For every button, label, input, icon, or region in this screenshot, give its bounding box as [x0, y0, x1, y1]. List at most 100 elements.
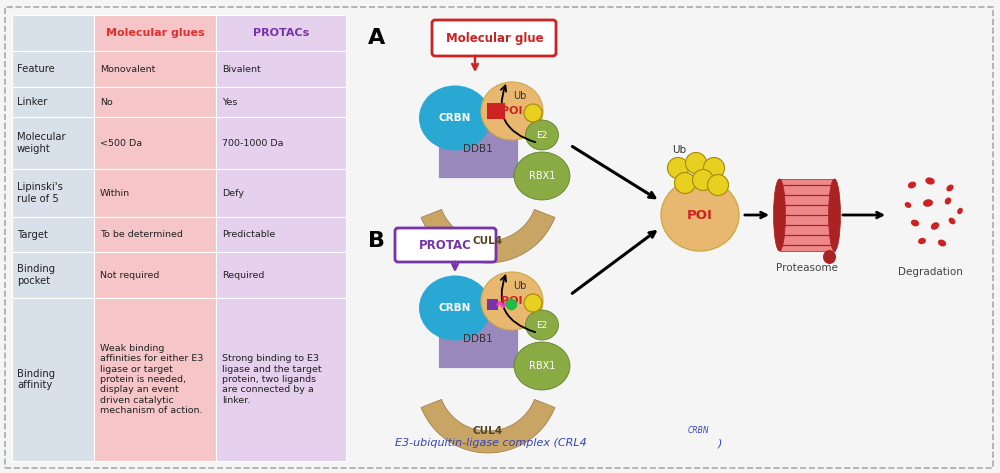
Circle shape: [692, 169, 714, 191]
Bar: [216, 15, 346, 51]
Text: Predictable: Predictable: [222, 230, 275, 239]
Ellipse shape: [514, 342, 570, 390]
Bar: [94, 169, 216, 217]
Ellipse shape: [925, 177, 935, 184]
Text: Molecular
weight: Molecular weight: [17, 132, 66, 154]
Text: Linker: Linker: [17, 97, 47, 107]
Circle shape: [674, 173, 696, 193]
Text: POI: POI: [687, 209, 713, 221]
Bar: [94, 217, 216, 252]
Text: CRBN: CRBN: [688, 426, 710, 435]
Bar: [12, 51, 94, 87]
Ellipse shape: [526, 120, 558, 150]
Text: RBX1: RBX1: [529, 171, 555, 181]
Bar: [12, 15, 94, 51]
Text: Molecular glues: Molecular glues: [106, 28, 204, 38]
Ellipse shape: [829, 179, 841, 251]
Text: E2: E2: [536, 321, 548, 330]
Ellipse shape: [419, 275, 491, 341]
Text: E3-ubiquitin-ligase complex (CRL4: E3-ubiquitin-ligase complex (CRL4: [395, 438, 587, 448]
Ellipse shape: [908, 182, 916, 188]
Text: Molecular glue: Molecular glue: [446, 32, 543, 44]
FancyBboxPatch shape: [432, 20, 556, 56]
Text: Proteasome: Proteasome: [776, 263, 838, 273]
Ellipse shape: [481, 82, 543, 140]
Bar: [12, 217, 94, 252]
Bar: [94, 298, 216, 461]
Polygon shape: [421, 399, 555, 453]
Text: RBX1: RBX1: [529, 361, 555, 371]
Text: DDB1: DDB1: [463, 144, 493, 154]
Ellipse shape: [918, 238, 926, 244]
Ellipse shape: [481, 272, 543, 330]
Bar: [216, 252, 346, 298]
Text: <500 Da: <500 Da: [100, 139, 142, 148]
Text: Required: Required: [222, 271, 264, 280]
Text: Strong binding to E3
ligase and the target
protein, two ligands
are connected by: Strong binding to E3 ligase and the targ…: [222, 354, 322, 405]
Text: Lipinski's
rule of 5: Lipinski's rule of 5: [17, 182, 63, 204]
Ellipse shape: [949, 218, 955, 224]
Bar: [12, 87, 94, 117]
Bar: [94, 51, 216, 87]
Bar: [487, 103, 505, 119]
Circle shape: [686, 152, 706, 174]
Bar: [216, 117, 346, 169]
Ellipse shape: [946, 184, 954, 192]
Ellipse shape: [661, 179, 739, 251]
Text: To be determined: To be determined: [100, 230, 183, 239]
Text: Ub: Ub: [672, 145, 686, 155]
Text: Yes: Yes: [222, 97, 237, 106]
Bar: [780, 179, 835, 251]
Text: Binding
pocket: Binding pocket: [17, 264, 55, 286]
Ellipse shape: [931, 222, 939, 230]
Text: Degradation: Degradation: [898, 267, 962, 277]
Circle shape: [704, 158, 724, 178]
Ellipse shape: [526, 310, 558, 340]
Bar: [94, 117, 216, 169]
Text: Ub: Ub: [513, 281, 527, 291]
FancyBboxPatch shape: [395, 228, 496, 262]
Circle shape: [708, 175, 728, 195]
Text: Binding
affinity: Binding affinity: [17, 368, 55, 390]
Text: Defy: Defy: [222, 189, 244, 198]
Text: Ub: Ub: [513, 91, 527, 101]
Text: POI: POI: [501, 106, 523, 116]
Text: Bivalent: Bivalent: [222, 64, 261, 73]
Ellipse shape: [945, 198, 951, 204]
Text: CRBN: CRBN: [439, 113, 471, 123]
Bar: [12, 117, 94, 169]
Bar: [94, 252, 216, 298]
Text: Feature: Feature: [17, 64, 55, 74]
Ellipse shape: [823, 250, 836, 264]
Bar: [438, 310, 518, 368]
Text: E2: E2: [536, 131, 548, 140]
Bar: [94, 87, 216, 117]
Ellipse shape: [911, 219, 919, 227]
Bar: [12, 252, 94, 298]
Text: No: No: [100, 97, 113, 106]
Text: A: A: [368, 28, 385, 48]
Text: PROTACs: PROTACs: [253, 28, 309, 38]
Bar: [12, 169, 94, 217]
Ellipse shape: [514, 152, 570, 200]
Circle shape: [524, 104, 542, 122]
Text: B: B: [368, 231, 385, 251]
Bar: [216, 298, 346, 461]
Text: Target: Target: [17, 229, 48, 239]
Bar: [216, 51, 346, 87]
Bar: [216, 87, 346, 117]
Text: CRBN: CRBN: [439, 303, 471, 313]
Text: CUL4: CUL4: [473, 426, 503, 436]
Ellipse shape: [957, 208, 963, 214]
Text: Within: Within: [100, 189, 130, 198]
Text: CUL4: CUL4: [473, 236, 503, 246]
Bar: [216, 169, 346, 217]
Text: POI: POI: [501, 296, 523, 306]
Ellipse shape: [938, 239, 946, 246]
Ellipse shape: [923, 199, 933, 207]
Circle shape: [524, 294, 542, 312]
Text: 700-1000 Da: 700-1000 Da: [222, 139, 284, 148]
Bar: [12, 298, 94, 461]
Circle shape: [668, 158, 688, 178]
Circle shape: [506, 299, 517, 310]
